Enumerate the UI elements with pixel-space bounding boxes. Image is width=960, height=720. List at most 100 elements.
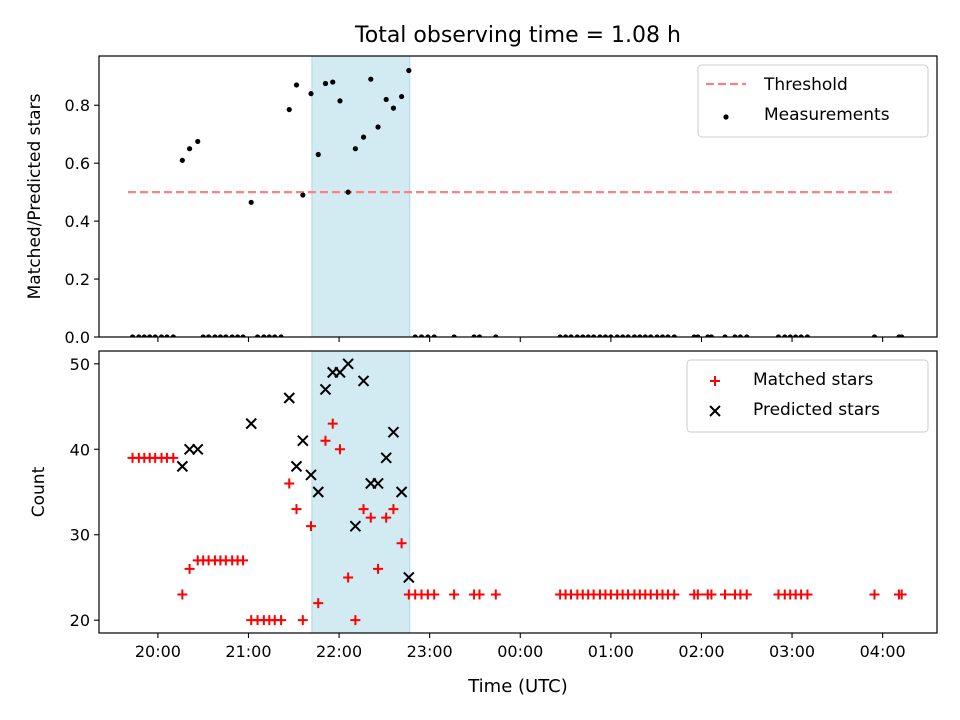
measurement-point [195,138,201,145]
measurement-point [223,334,229,337]
measurement-point [240,334,246,337]
matched-star-marker [396,538,407,549]
measurement-point [637,334,643,337]
matched-star-marker [168,452,179,463]
x-tick-label: 03:00 [769,642,815,661]
matched-star-marker [802,589,813,600]
predicted-star-marker [297,435,309,447]
measurement-point [732,334,738,337]
measurement-point [412,334,418,337]
predicted-star-marker [334,366,346,379]
measurement-point [345,189,351,195]
measurement-point [471,334,477,337]
measurement-point [330,79,336,85]
legend-label: Threshold [763,75,848,95]
measurement-point [591,334,597,337]
measurement-point [248,199,254,205]
measurement-point [654,334,660,337]
matched-star-marker [358,504,369,515]
measurement-point [390,105,397,111]
measurement-point [179,157,185,163]
y-tick-label: 30 [70,526,90,545]
predicted-star-marker [387,426,400,438]
x-tick-label: 20:00 [135,642,181,661]
measurement-point [368,76,374,82]
measurement-point [804,334,811,337]
measurement-point [254,334,261,337]
predicted-star-marker [312,486,324,498]
measurement-point [476,334,483,337]
legend-box [686,359,929,433]
predicted-star-marker [349,520,362,532]
legend: Matched stars Predicted stars [686,359,929,433]
axes-frame [98,350,938,634]
y-axis-label: Matched/Predicted stars [25,93,45,299]
legend-label: Measurements [764,105,890,125]
measurement-point [451,334,457,337]
matched-star-marker [669,589,680,600]
measurement-point [266,334,272,337]
plot-area [127,358,907,626]
measurement-point [300,192,306,198]
x-axis-label: Time (UTC) [467,676,568,697]
measurement-point [659,334,666,337]
matched-star-marker [741,589,752,600]
matched-star-marker [381,512,392,523]
matched-star-marker [896,589,907,600]
y-tick-label: 0.0 [65,328,90,347]
measurement-point [431,334,437,337]
matched-star-marker [184,563,195,574]
measurement-point [648,334,654,337]
matched-star-marker [320,435,331,446]
predicted-star-marker [305,469,317,481]
observing-interval-shade [311,55,411,338]
measurement-point [315,151,321,158]
x-tick-label: 00:00 [497,642,543,661]
matched-star-marker [177,589,188,600]
axes-frame [98,55,938,338]
measurement-point [493,334,499,337]
legend-label: Predicted stars [753,400,880,420]
predicted-star-marker [380,452,392,464]
x-tick-label: 04:00 [860,642,906,661]
measurement-point [272,334,278,337]
measurement-point [261,334,267,337]
predicted-star-marker [403,571,415,584]
matched-star-marker [334,444,345,455]
measurement-point [308,91,314,97]
matched-star-marker [365,512,376,523]
measurement-point [286,106,292,113]
measurement-point [425,334,431,337]
matched-star-marker [706,589,717,600]
predicted-star-marker [395,486,408,498]
measurement-point [737,334,744,337]
measurement-point [614,334,620,337]
predicted-star-marker [372,477,384,490]
observing-interval-shade [311,350,411,634]
measurement-point [212,334,218,337]
measurement-point [293,82,300,88]
measurement-point [665,334,671,337]
legend: Threshold Measurements [697,64,929,138]
legend-label: Matched stars [753,370,873,390]
y-tick-label: 50 [70,355,90,374]
measurement-point [229,334,235,337]
predicted-star-marker [183,443,196,455]
matched-star-marker [429,589,440,600]
matched-star-marker [327,418,338,429]
measurement-point [782,334,788,337]
measurement-point [278,334,284,337]
matched-star-marker [692,589,703,600]
measurement-point [631,334,638,337]
series-matched-stars [127,418,907,626]
measurement-point [158,334,165,337]
measurement-point [871,334,878,337]
measurement-point [580,334,586,337]
measurement-point [152,334,158,337]
matched-star-marker [490,589,501,600]
measurement-point [602,334,609,337]
measurement-point [798,334,804,337]
measurement-point [620,334,626,337]
predicted-star-marker [245,417,257,430]
measurement-point [337,98,343,104]
